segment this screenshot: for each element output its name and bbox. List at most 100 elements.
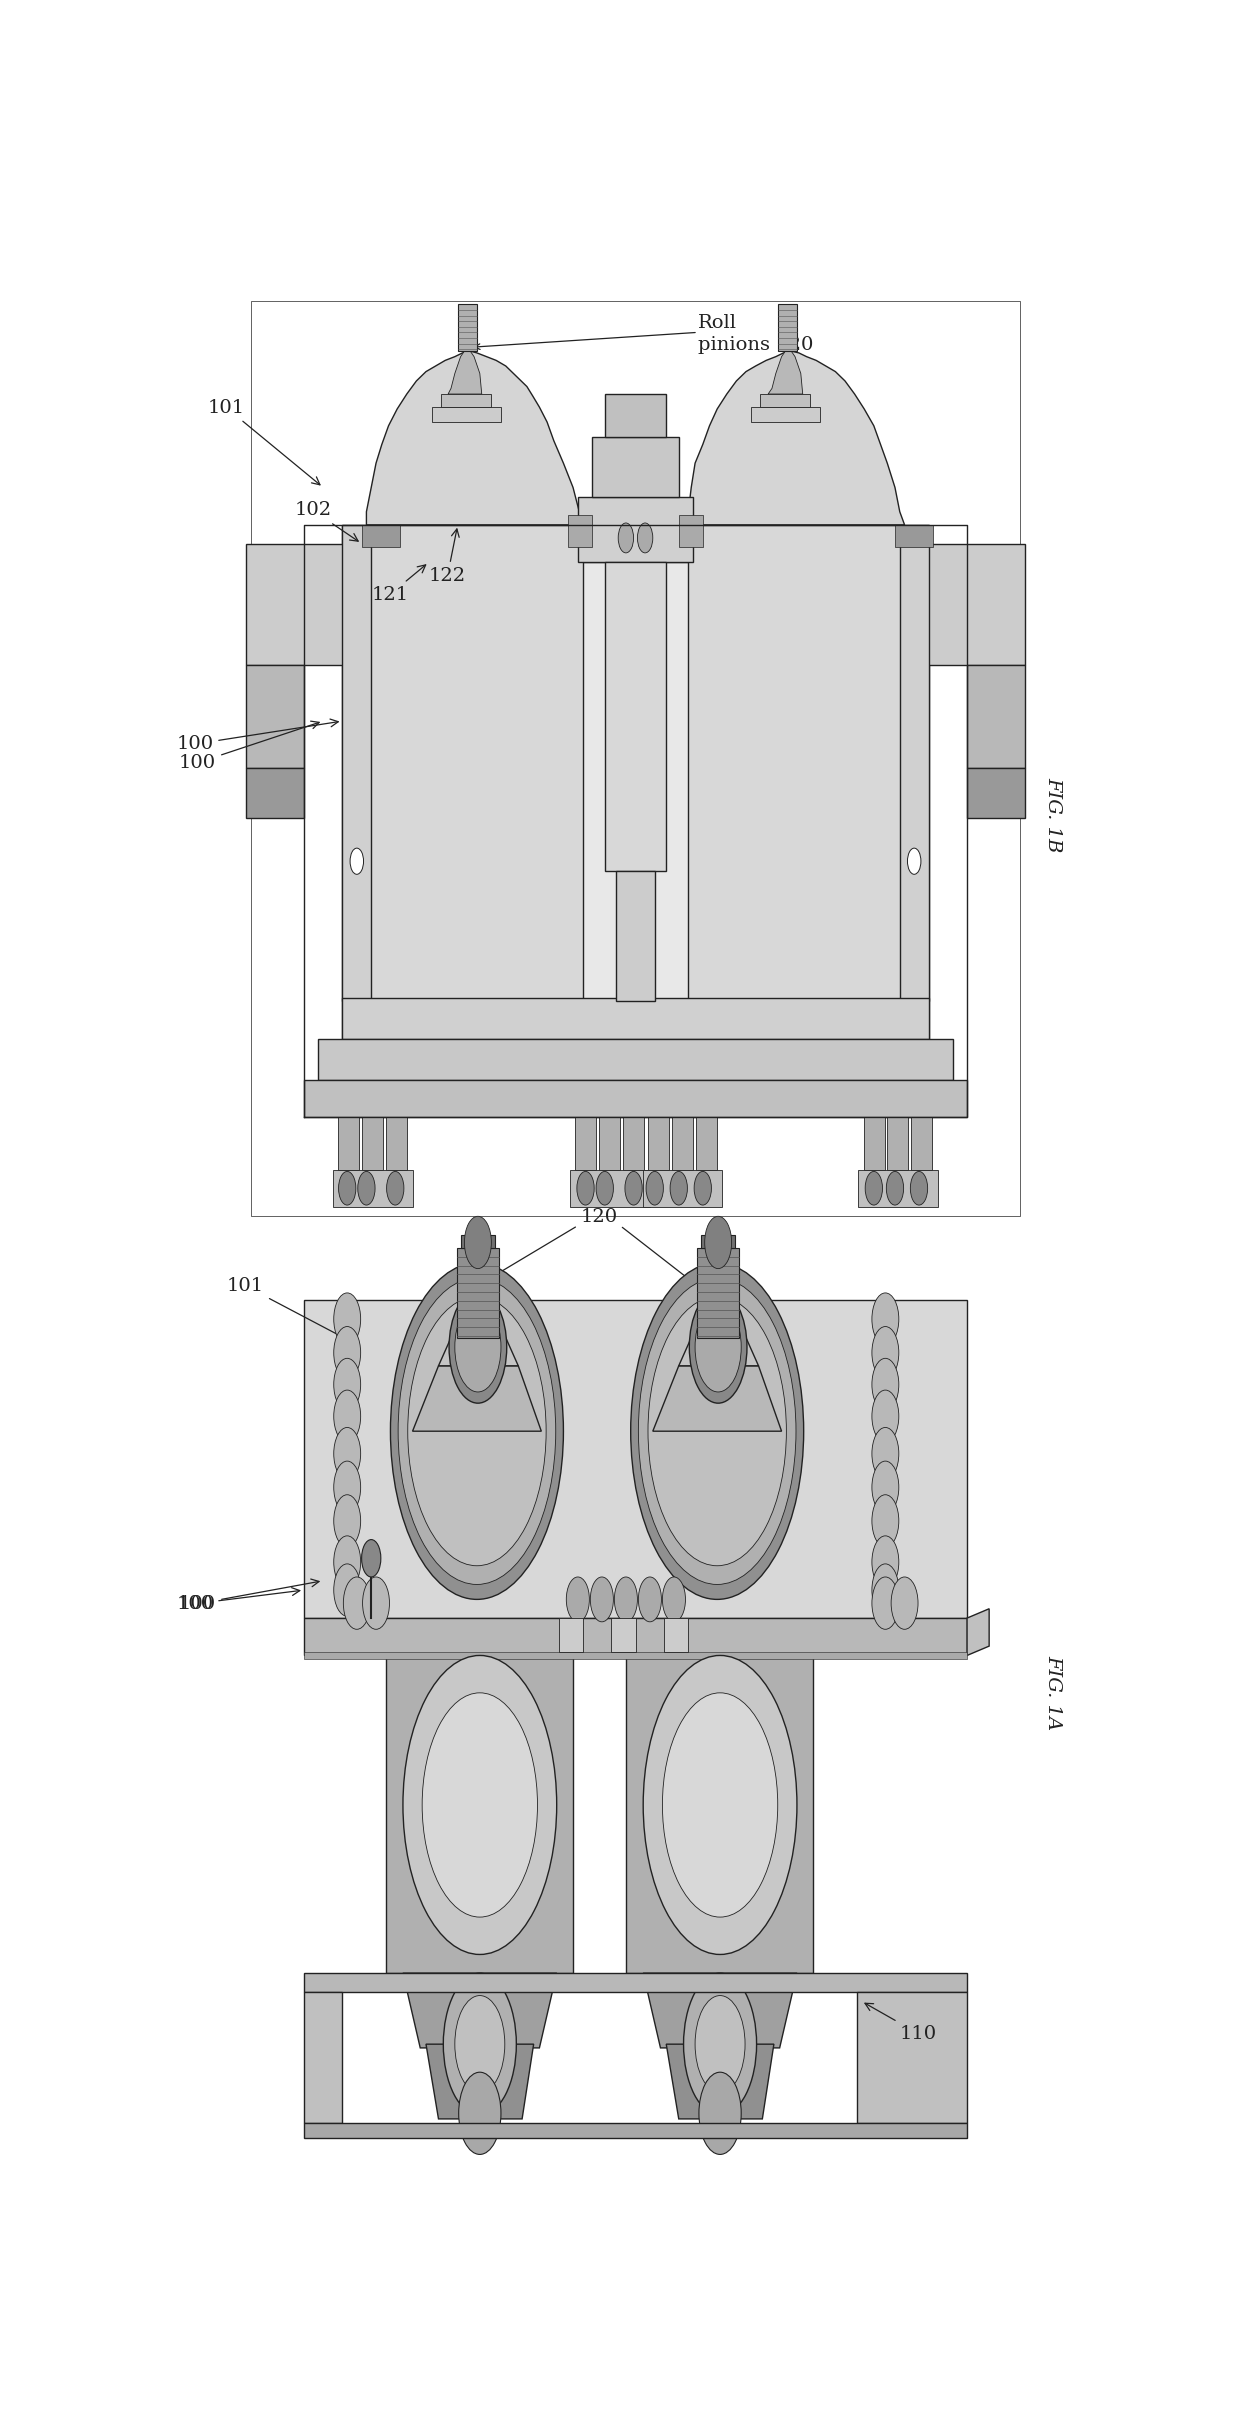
Circle shape	[455, 1303, 501, 1393]
Circle shape	[596, 1172, 614, 1206]
Circle shape	[631, 1262, 804, 1599]
Polygon shape	[626, 1655, 813, 1973]
Polygon shape	[644, 1170, 722, 1206]
Polygon shape	[558, 1619, 583, 1653]
Circle shape	[398, 1279, 556, 1585]
Polygon shape	[678, 515, 703, 546]
Circle shape	[872, 1391, 899, 1442]
Polygon shape	[439, 1337, 518, 1366]
Polygon shape	[337, 1116, 358, 1170]
Text: 101: 101	[227, 1277, 358, 1345]
Circle shape	[872, 1427, 899, 1480]
Polygon shape	[644, 1973, 797, 2048]
Polygon shape	[568, 515, 593, 546]
Text: 121: 121	[371, 565, 425, 604]
Polygon shape	[967, 665, 1024, 767]
Polygon shape	[688, 352, 905, 524]
Polygon shape	[342, 524, 371, 1002]
Circle shape	[334, 1461, 361, 1514]
Circle shape	[662, 1578, 686, 1621]
Polygon shape	[304, 1301, 967, 1619]
Circle shape	[908, 847, 921, 874]
Circle shape	[334, 1294, 361, 1345]
Polygon shape	[332, 1170, 413, 1206]
Polygon shape	[858, 1170, 939, 1206]
Polygon shape	[583, 563, 688, 1002]
Text: 102: 102	[294, 502, 358, 541]
Circle shape	[334, 1563, 361, 1616]
Polygon shape	[362, 524, 401, 546]
Polygon shape	[403, 1973, 557, 2048]
Circle shape	[866, 1172, 883, 1206]
Circle shape	[872, 1563, 899, 1616]
Circle shape	[646, 1172, 663, 1206]
Circle shape	[872, 1359, 899, 1410]
Polygon shape	[760, 393, 811, 408]
Polygon shape	[247, 767, 304, 818]
Polygon shape	[768, 352, 802, 393]
Text: 122: 122	[429, 529, 466, 585]
Polygon shape	[342, 524, 929, 1114]
Circle shape	[455, 1995, 505, 2092]
Circle shape	[403, 1655, 557, 1954]
Circle shape	[639, 1578, 661, 1621]
Circle shape	[625, 1172, 642, 1206]
Circle shape	[872, 1294, 899, 1345]
Circle shape	[567, 1578, 589, 1621]
Polygon shape	[616, 871, 655, 1002]
Polygon shape	[448, 352, 481, 393]
Circle shape	[590, 1578, 614, 1621]
Circle shape	[644, 1655, 797, 1954]
Polygon shape	[911, 1116, 932, 1170]
Polygon shape	[247, 665, 304, 767]
Circle shape	[872, 1536, 899, 1587]
Circle shape	[334, 1391, 361, 1442]
Circle shape	[670, 1172, 687, 1206]
Circle shape	[892, 1578, 918, 1629]
Circle shape	[696, 1995, 745, 2092]
Circle shape	[339, 1172, 356, 1206]
Circle shape	[387, 1172, 404, 1206]
Polygon shape	[362, 1116, 383, 1170]
Text: FIG. 1B: FIG. 1B	[1044, 777, 1063, 852]
Circle shape	[872, 1461, 899, 1514]
Circle shape	[577, 1172, 594, 1206]
Circle shape	[444, 1973, 516, 2116]
Polygon shape	[652, 1366, 781, 1432]
Text: 100: 100	[179, 721, 319, 772]
Circle shape	[662, 1694, 777, 1917]
Circle shape	[683, 1973, 756, 2116]
Polygon shape	[578, 498, 693, 563]
Polygon shape	[304, 1619, 967, 1655]
Polygon shape	[678, 1337, 759, 1366]
Polygon shape	[857, 1993, 967, 2124]
Polygon shape	[909, 544, 1024, 665]
Text: FIG. 1A: FIG. 1A	[1044, 1655, 1063, 1730]
Circle shape	[699, 2073, 742, 2155]
Polygon shape	[900, 524, 929, 1002]
Polygon shape	[593, 437, 678, 498]
Polygon shape	[427, 2044, 533, 2119]
Polygon shape	[777, 303, 797, 352]
Circle shape	[887, 1172, 904, 1206]
Polygon shape	[456, 1247, 498, 1337]
Polygon shape	[386, 1655, 573, 1973]
Circle shape	[334, 1536, 361, 1587]
Polygon shape	[701, 1235, 735, 1247]
Polygon shape	[605, 393, 666, 437]
Polygon shape	[672, 1116, 693, 1170]
Polygon shape	[967, 767, 1024, 818]
Polygon shape	[304, 1080, 967, 1116]
Circle shape	[343, 1578, 371, 1629]
Polygon shape	[570, 1170, 650, 1206]
Polygon shape	[864, 1116, 885, 1170]
Text: Roll
pinions 120: Roll pinions 120	[698, 313, 813, 354]
Circle shape	[637, 522, 652, 553]
Text: 100: 100	[179, 1580, 319, 1612]
Polygon shape	[304, 1653, 967, 1660]
Polygon shape	[367, 352, 583, 524]
Polygon shape	[611, 1619, 635, 1653]
Circle shape	[449, 1291, 507, 1403]
Text: 100: 100	[176, 718, 339, 752]
Circle shape	[704, 1216, 732, 1269]
